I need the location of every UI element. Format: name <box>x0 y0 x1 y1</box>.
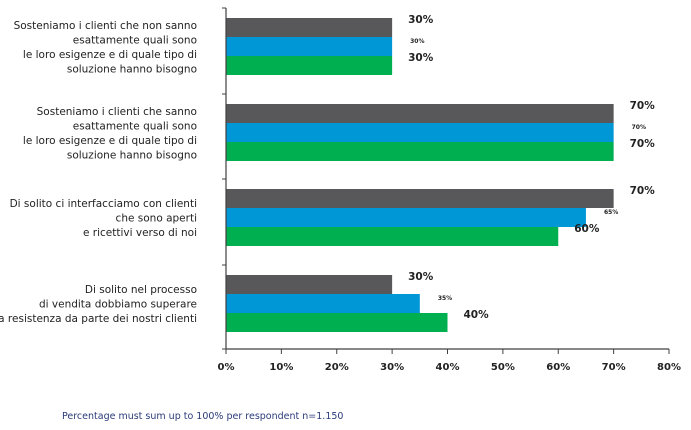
data-label-s1-c2: 70% <box>630 100 656 112</box>
category-label-2-line-2: esattamente quali sono <box>73 120 197 132</box>
data-label-s2-c3: 65% <box>604 209 618 216</box>
x-tick-label-6: 50% <box>491 362 515 373</box>
category-label-1-line-4: soluzione hanno bisogno <box>67 63 197 75</box>
category-label-3-line-1: Di solito ci interfacciamo con clienti <box>10 198 197 210</box>
x-tick-label-4: 30% <box>380 362 404 373</box>
bar-s2-c4 <box>226 294 420 313</box>
data-label-s1-c1: 30% <box>408 14 434 26</box>
data-label-s3-c1: 30% <box>408 52 434 64</box>
data-label-s2-c2: 70% <box>632 124 646 131</box>
data-label-s1-c4: 30% <box>408 271 434 283</box>
footnote: Percentage must sum up to 100% per respo… <box>62 411 344 422</box>
bar-s3-c2 <box>226 142 614 161</box>
bar-s1-c2 <box>226 104 614 123</box>
category-label-2-line-3: le loro esigenze e di quale tipo di <box>23 135 197 147</box>
category-label-1-line-1: Sosteniamo i clienti che non sanno <box>14 20 197 32</box>
category-label-1-line-3: le loro esigenze e di quale tipo di <box>23 49 197 61</box>
x-tick-label-3: 20% <box>325 362 349 373</box>
bar-s2-c3 <box>226 208 586 227</box>
data-label-s3-c3: 60% <box>574 223 600 235</box>
bar-s3-c1 <box>226 56 393 75</box>
x-tick-label-1: 0% <box>218 362 235 373</box>
data-label-s2-c4: 35% <box>438 295 452 302</box>
category-label-2-line-4: soluzione hanno bisogno <box>67 149 197 161</box>
bar-s2-c2 <box>226 123 614 142</box>
bar-s3-c3 <box>226 227 559 246</box>
category-label-4-line-2: di vendita dobbiamo superare <box>39 299 197 311</box>
x-tick-label-5: 40% <box>436 362 460 373</box>
x-tick-label-2: 10% <box>269 362 293 373</box>
category-label-1-line-2: esattamente quali sono <box>73 34 197 46</box>
bar-s3-c4 <box>226 313 448 332</box>
x-tick-label-7: 60% <box>546 362 570 373</box>
category-label-4-line-1: Di solito nel processo <box>85 284 197 296</box>
category-label-3-line-3: e ricettivi verso di noi <box>83 227 197 239</box>
bar-s2-c1 <box>226 37 393 56</box>
category-label-4-line-3: la resistenza da parte dei nostri client… <box>0 313 197 325</box>
category-label-3-line-2: che sono aperti <box>116 213 197 225</box>
data-label-s3-c4: 40% <box>464 309 490 321</box>
data-label-s3-c2: 70% <box>630 138 656 150</box>
bar-s1-c3 <box>226 189 614 208</box>
data-label-s2-c1: 30% <box>410 38 424 45</box>
category-label-2-line-1: Sosteniamo i clienti che sanno <box>37 106 197 118</box>
x-tick-label-9: 80% <box>657 362 681 373</box>
bar-s1-c4 <box>226 275 393 294</box>
data-label-s1-c3: 70% <box>630 185 656 197</box>
bar-s1-c1 <box>226 18 393 37</box>
x-tick-label-8: 70% <box>602 362 626 373</box>
